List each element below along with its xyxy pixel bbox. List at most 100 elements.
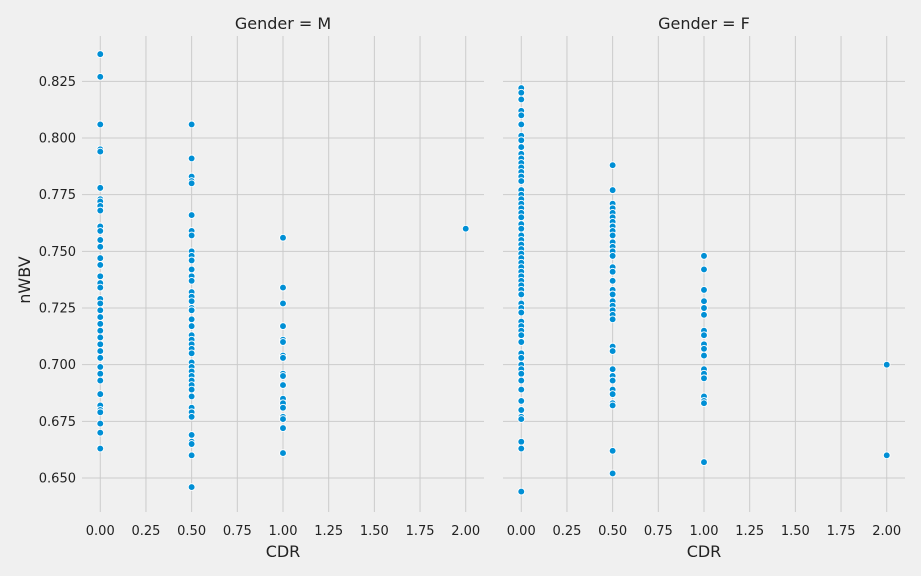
panel-gender-f: Gender = F 0.00 0.25 0.50 0.75 1.00 1.25 1.50 1… bbox=[503, 14, 905, 561]
data-point bbox=[96, 340, 105, 349]
data-point bbox=[700, 286, 708, 294]
data-point bbox=[700, 351, 708, 360]
x-tick-label: 1.25 bbox=[735, 524, 764, 539]
data-point bbox=[608, 252, 617, 260]
data-point bbox=[700, 374, 708, 383]
data-point bbox=[187, 256, 196, 265]
data-point bbox=[517, 88, 526, 97]
data-point bbox=[608, 376, 617, 385]
data-point bbox=[517, 338, 526, 346]
data-point bbox=[96, 363, 105, 371]
data-point bbox=[96, 283, 105, 292]
data-point bbox=[882, 360, 891, 369]
data-point bbox=[96, 306, 105, 315]
data-point bbox=[279, 381, 287, 389]
data-point bbox=[517, 354, 526, 362]
points-gender-f bbox=[517, 84, 891, 496]
y-tick-label: 0.650 bbox=[39, 472, 76, 487]
y-tick-label: 0.725 bbox=[39, 302, 76, 317]
data-point bbox=[187, 306, 196, 315]
data-point bbox=[279, 449, 287, 457]
data-point bbox=[96, 50, 105, 58]
y-tick-label: 0.775 bbox=[39, 188, 76, 203]
data-point bbox=[187, 349, 196, 358]
data-point bbox=[96, 72, 105, 81]
data-point bbox=[96, 206, 105, 215]
data-point bbox=[187, 315, 196, 324]
data-point bbox=[96, 320, 105, 328]
data-point bbox=[96, 184, 105, 192]
data-point bbox=[700, 399, 708, 408]
data-point bbox=[187, 179, 196, 188]
data-point bbox=[882, 451, 891, 460]
data-point bbox=[517, 397, 526, 405]
data-point bbox=[700, 252, 708, 260]
panel-gender-m: Gender = M 0.650 0.675 0.700 0.725 0.750 0.77… bbox=[39, 14, 484, 561]
x-tick-label: 0.50 bbox=[598, 524, 627, 539]
data-point bbox=[517, 385, 526, 394]
data-point bbox=[96, 227, 105, 235]
x-tick-labels-gender-f: 0.00 0.25 0.50 0.75 1.00 1.25 1.50 1.75 2.00 bbox=[507, 524, 901, 539]
data-point bbox=[608, 231, 617, 240]
x-tick-label: 1.00 bbox=[690, 524, 719, 539]
data-point bbox=[96, 272, 105, 281]
data-point bbox=[279, 424, 287, 432]
data-point bbox=[517, 224, 526, 233]
x-tick-label: 0.75 bbox=[644, 524, 673, 539]
data-point bbox=[187, 231, 196, 240]
data-point bbox=[608, 401, 617, 410]
data-point bbox=[517, 213, 526, 222]
data-point bbox=[517, 437, 526, 446]
data-point bbox=[517, 415, 526, 423]
data-point bbox=[96, 236, 105, 244]
data-point bbox=[96, 347, 105, 355]
data-point bbox=[608, 469, 617, 478]
panel-title-gender-m: Gender = M bbox=[235, 14, 331, 33]
data-point bbox=[461, 224, 470, 233]
data-point bbox=[517, 406, 526, 414]
data-point bbox=[96, 333, 105, 342]
y-tick-labels: 0.650 0.675 0.700 0.725 0.750 0.775 0.800 0.825 bbox=[39, 75, 76, 487]
y-axis-label: nWBV bbox=[15, 256, 34, 303]
x-axis-label-gender-f: CDR bbox=[687, 542, 722, 561]
data-point bbox=[700, 344, 708, 353]
data-point bbox=[187, 297, 196, 306]
data-point bbox=[187, 322, 196, 330]
x-tick-label: 2.00 bbox=[872, 524, 901, 539]
data-point bbox=[279, 338, 287, 346]
data-point bbox=[608, 267, 617, 276]
x-tick-label: 2.00 bbox=[451, 524, 480, 539]
data-point bbox=[279, 354, 287, 362]
data-point bbox=[517, 487, 526, 496]
data-point bbox=[608, 446, 617, 455]
data-point bbox=[96, 444, 105, 453]
data-point bbox=[608, 315, 617, 324]
data-point bbox=[608, 276, 617, 285]
y-tick-label: 0.800 bbox=[39, 132, 76, 147]
x-tick-label: 0.25 bbox=[552, 524, 581, 539]
data-point bbox=[96, 326, 105, 335]
data-point bbox=[96, 369, 105, 378]
x-tick-label: 0.00 bbox=[86, 524, 115, 539]
data-point bbox=[187, 265, 196, 274]
data-point bbox=[279, 299, 287, 308]
data-point bbox=[608, 186, 617, 194]
data-point bbox=[517, 120, 526, 129]
data-point bbox=[187, 431, 196, 439]
data-point bbox=[517, 331, 526, 340]
data-point bbox=[279, 322, 287, 330]
data-point bbox=[517, 308, 526, 317]
x-tick-label: 1.75 bbox=[827, 524, 856, 539]
data-point bbox=[96, 408, 105, 417]
data-point bbox=[96, 428, 105, 437]
x-tick-label: 0.75 bbox=[223, 524, 252, 539]
data-point bbox=[187, 440, 196, 448]
data-point bbox=[700, 331, 708, 340]
data-point bbox=[187, 120, 196, 129]
data-point bbox=[517, 177, 526, 185]
y-tick-label: 0.750 bbox=[39, 245, 76, 260]
panel-title-gender-f: Gender = F bbox=[658, 14, 750, 33]
y-tick-label: 0.700 bbox=[39, 358, 76, 373]
x-tick-labels-gender-m: 0.00 0.25 0.50 0.75 1.00 1.25 1.50 1.75 2.00 bbox=[86, 524, 480, 539]
